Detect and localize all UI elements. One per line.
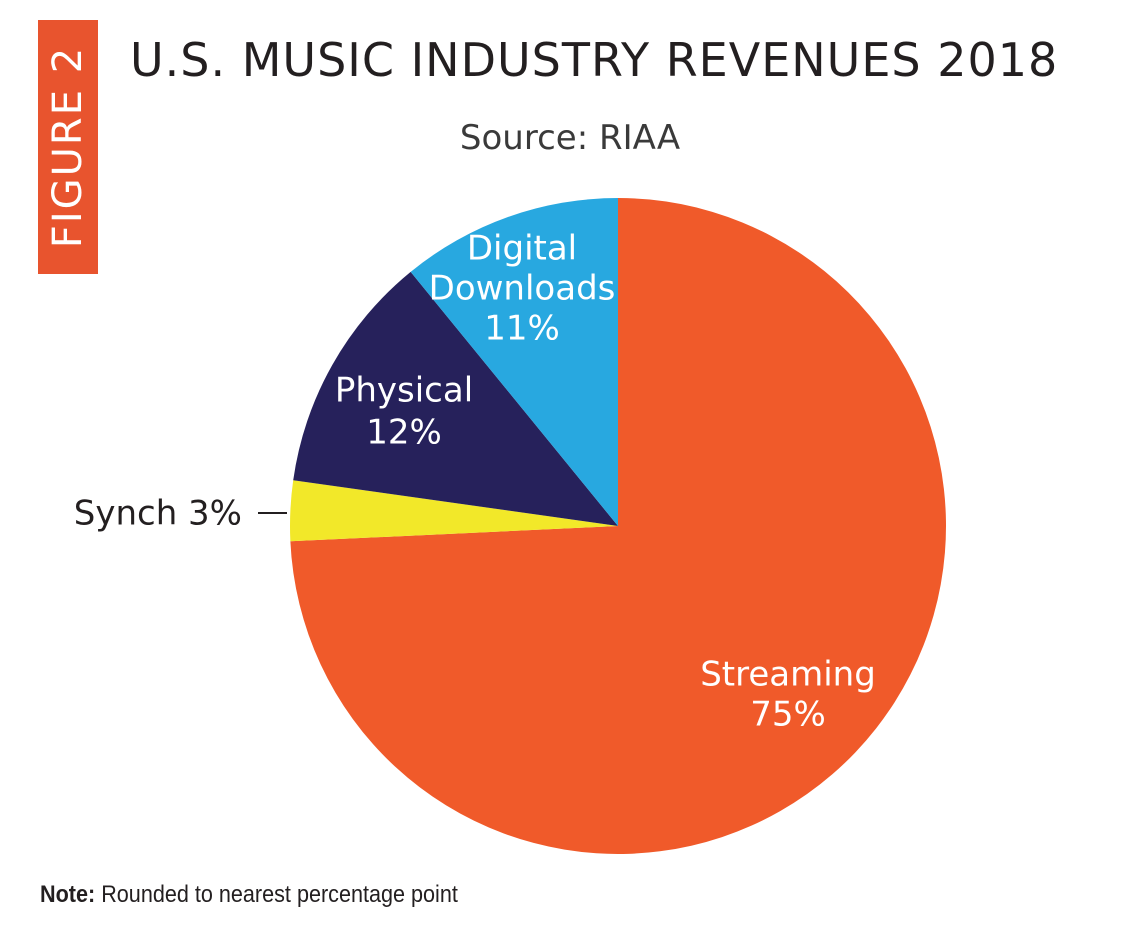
figure-label-tab: FIGURE 2 xyxy=(38,20,98,274)
pie-slice-physical xyxy=(293,271,618,526)
slice-label-line: 12% xyxy=(366,413,442,453)
note-text: Rounded to nearest percentage point xyxy=(101,881,458,908)
slice-label-line: 75% xyxy=(750,695,826,735)
slice-label-line: 11% xyxy=(484,309,560,349)
chart-title: U.S. MUSIC INDUSTRY REVENUES 2018 xyxy=(130,33,1059,87)
pie-slice-digital-downloads xyxy=(410,198,618,526)
slice-label-line: Synch 3% xyxy=(74,494,242,534)
pie-slice-synch xyxy=(289,480,618,542)
slice-label-line: Downloads xyxy=(429,269,616,309)
chart-note: Note: Rounded to nearest percentage poin… xyxy=(40,880,458,910)
slice-label-line: Streaming xyxy=(700,655,876,695)
note-label: Note: xyxy=(40,881,96,908)
chart-subtitle: Source: RIAA xyxy=(459,118,681,158)
slice-label-synch: Synch 3% xyxy=(74,494,242,534)
slice-label-line: Physical xyxy=(335,371,473,411)
pie-slice-streaming xyxy=(290,198,946,854)
slice-label-line: Digital xyxy=(467,229,577,269)
